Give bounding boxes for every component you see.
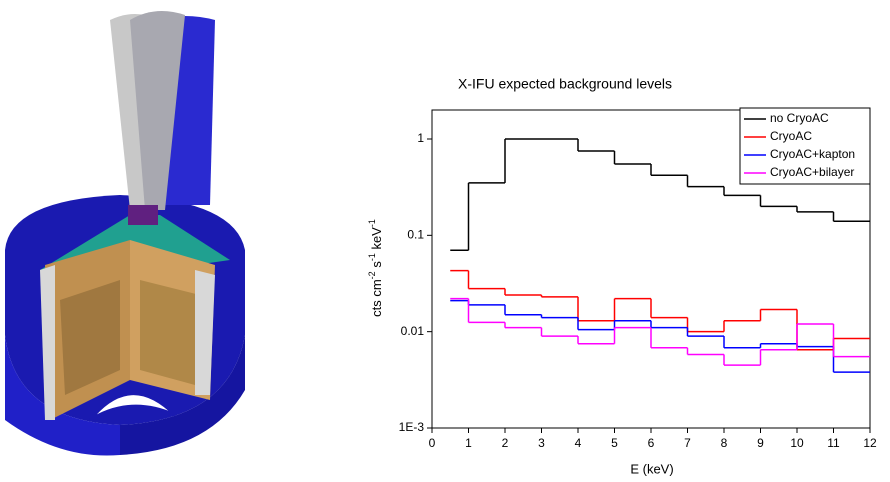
y-axis-label: cts cm-2 s-1 keV-1	[367, 219, 384, 317]
y-axis-label-part: keV	[369, 227, 384, 253]
legend-box	[739, 107, 871, 185]
legend-label: CryoAC+bilayer	[770, 165, 854, 179]
legend-label: no CryoAC	[770, 111, 829, 125]
y-tick-label: 1	[417, 131, 424, 145]
x-tick-label: 11	[827, 436, 840, 450]
y-axis-label-part: cts cm	[369, 279, 384, 317]
x-tick-label: 3	[538, 436, 545, 450]
x-tick-label: 9	[757, 436, 764, 450]
x-tick-label: 10	[790, 436, 804, 450]
x-tick-label: 7	[684, 436, 691, 450]
y-tick-label: 0.1	[407, 228, 424, 242]
legend-label: CryoAC+kapton	[770, 147, 855, 161]
x-tick-label: 5	[611, 436, 618, 450]
x-tick-label: 4	[575, 436, 582, 450]
y-tick-label: 1E-3	[399, 420, 425, 434]
chart-title: X-IFU expected background levels	[458, 76, 672, 92]
x-axis-label: E (keV)	[630, 461, 673, 476]
x-tick-label: 2	[502, 436, 509, 450]
y-tick-label: 0.01	[401, 324, 425, 338]
legend-label: CryoAC	[770, 129, 812, 143]
x-tick-label: 8	[721, 436, 728, 450]
x-tick-label: 12	[863, 436, 877, 450]
y-axis-label-part: s	[369, 261, 384, 272]
y-axis-label-part: -1	[367, 219, 377, 227]
y-axis-label-part: -2	[367, 271, 377, 279]
x-tick-label: 1	[465, 436, 472, 450]
cryostat-illustration	[5, 11, 245, 456]
y-axis-label-part: -1	[367, 253, 377, 261]
x-tick-label: 6	[648, 436, 655, 450]
x-tick-label: 0	[429, 436, 436, 450]
